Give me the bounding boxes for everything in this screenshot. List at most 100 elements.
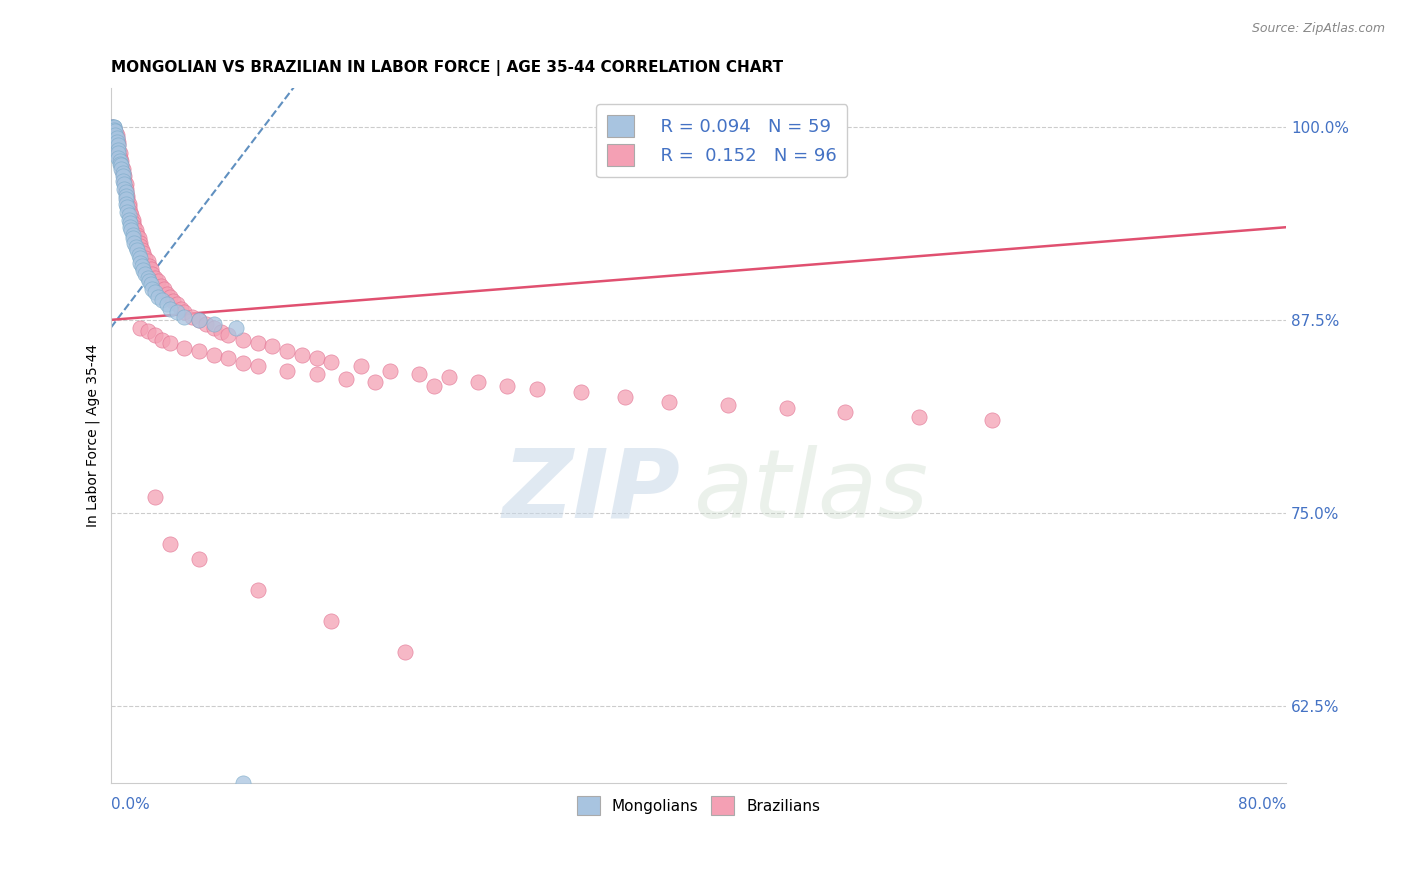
Point [775, 401, 797, 415]
Point [107, 143, 129, 157]
Point [104, 124, 127, 138]
Point [107, 146, 129, 161]
Point [110, 158, 132, 172]
Point [262, 339, 284, 353]
Point [138, 274, 160, 288]
Point [146, 274, 169, 288]
Point [834, 405, 856, 419]
Point [981, 413, 1004, 427]
Point [291, 348, 314, 362]
Point [159, 336, 181, 351]
Y-axis label: In Labor Force | Age 35-44: In Labor Force | Age 35-44 [86, 344, 100, 527]
Point [232, 356, 254, 370]
Point [907, 410, 929, 425]
Point [104, 126, 127, 140]
Point [108, 153, 131, 168]
Point [114, 185, 136, 199]
Point [496, 379, 519, 393]
Point [118, 220, 141, 235]
Point [141, 282, 163, 296]
Point [128, 248, 150, 262]
Point [225, 320, 247, 334]
Point [423, 379, 446, 393]
Point [103, 121, 125, 136]
Point [125, 223, 148, 237]
Point [115, 204, 138, 219]
Point [122, 227, 145, 242]
Point [105, 128, 128, 142]
Point [202, 320, 225, 334]
Point [101, 120, 124, 134]
Point [127, 227, 149, 242]
Point [437, 370, 460, 384]
Point [143, 491, 166, 505]
Point [112, 174, 135, 188]
Point [129, 251, 152, 265]
Point [195, 318, 218, 332]
Point [104, 128, 127, 142]
Point [117, 200, 139, 214]
Point [159, 301, 181, 316]
Point [132, 246, 155, 260]
Point [232, 333, 254, 347]
Point [111, 166, 134, 180]
Point [117, 212, 139, 227]
Text: 80.0%: 80.0% [1237, 797, 1286, 812]
Point [217, 351, 239, 366]
Point [276, 364, 298, 378]
Point [173, 310, 195, 324]
Text: atlas: atlas [693, 445, 928, 538]
Point [143, 271, 166, 285]
Point [136, 254, 159, 268]
Point [108, 146, 131, 161]
Point [139, 277, 162, 292]
Point [136, 271, 159, 285]
Point [115, 189, 138, 203]
Point [150, 293, 173, 307]
Point [146, 290, 169, 304]
Point [717, 398, 740, 412]
Point [107, 151, 129, 165]
Point [150, 333, 173, 347]
Point [321, 614, 343, 628]
Point [394, 645, 416, 659]
Point [111, 161, 134, 176]
Point [321, 354, 343, 368]
Point [152, 282, 174, 296]
Point [139, 261, 162, 276]
Point [138, 259, 160, 273]
Point [209, 325, 232, 339]
Point [105, 130, 128, 145]
Point [246, 359, 269, 374]
Point [114, 193, 136, 207]
Point [408, 367, 430, 381]
Point [101, 120, 124, 134]
Point [122, 216, 145, 230]
Point [132, 263, 155, 277]
Point [112, 181, 135, 195]
Point [658, 394, 681, 409]
Point [173, 341, 195, 355]
Point [107, 136, 129, 150]
Point [162, 294, 184, 309]
Point [246, 336, 269, 351]
Point [141, 267, 163, 281]
Point [129, 239, 152, 253]
Point [188, 313, 211, 327]
Point [173, 305, 195, 319]
Point [124, 220, 146, 235]
Point [349, 359, 371, 374]
Point [111, 174, 134, 188]
Point [166, 297, 188, 311]
Point [121, 223, 143, 237]
Point [122, 231, 145, 245]
Point [202, 348, 225, 362]
Point [101, 120, 124, 134]
Point [104, 124, 127, 138]
Point [107, 138, 129, 153]
Point [115, 193, 138, 207]
Point [127, 244, 149, 258]
Point [114, 197, 136, 211]
Point [305, 351, 328, 366]
Point [305, 367, 328, 381]
